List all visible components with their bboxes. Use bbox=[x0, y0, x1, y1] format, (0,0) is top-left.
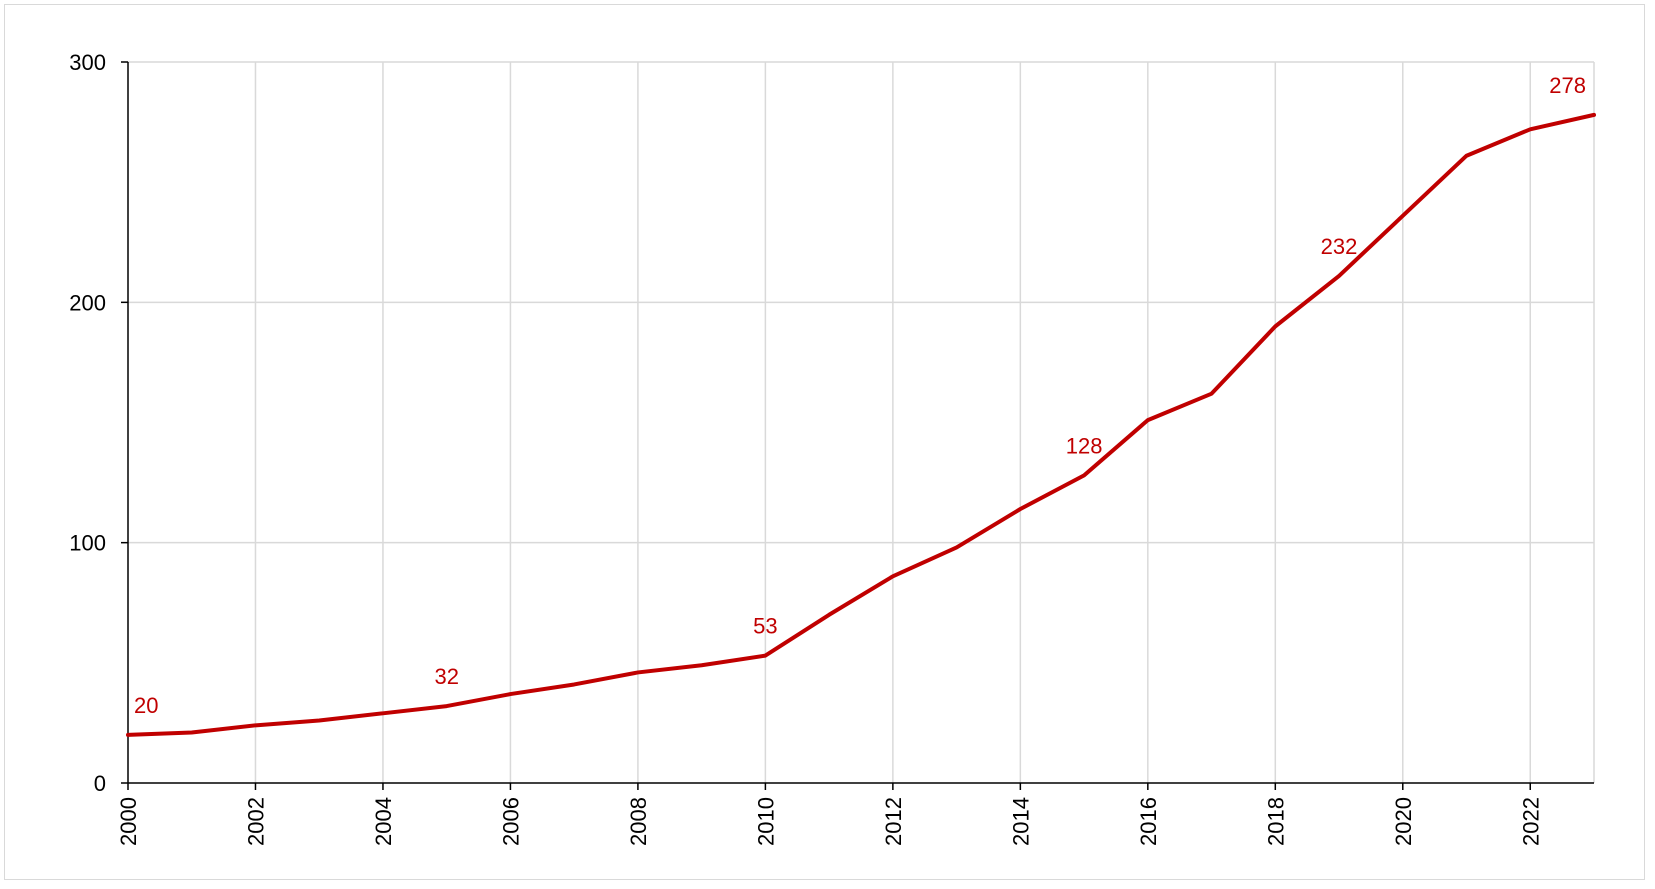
x-tick-label-2020: 2020 bbox=[1391, 797, 1416, 846]
data-label-2019: 232 bbox=[1321, 234, 1358, 259]
x-tick-label-2012: 2012 bbox=[881, 797, 906, 846]
data-labels: 20 32 53 128 232 278 bbox=[134, 73, 1586, 718]
x-tick-label-2010: 2010 bbox=[753, 797, 778, 846]
chart-frame bbox=[4, 4, 1645, 880]
data-label-2000: 20 bbox=[134, 693, 158, 718]
axes bbox=[121, 61, 1594, 790]
x-tick-label-2016: 2016 bbox=[1136, 797, 1161, 846]
x-tick-label-2014: 2014 bbox=[1008, 797, 1033, 846]
y-tick-labels: 0 100 200 300 bbox=[69, 50, 106, 796]
y-tick-label-100: 100 bbox=[69, 531, 106, 556]
x-tick-label-2008: 2008 bbox=[626, 797, 651, 846]
data-label-2015: 128 bbox=[1066, 433, 1103, 458]
y-tick-label-300: 300 bbox=[69, 50, 106, 75]
x-tick-labels: 2000 2002 2004 2006 2008 2010 2012 2014 2016 2018… bbox=[116, 797, 1543, 846]
x-tick-label-2018: 2018 bbox=[1263, 797, 1288, 846]
x-tick-label-2002: 2002 bbox=[243, 797, 268, 846]
x-tick-label-2022: 2022 bbox=[1518, 797, 1543, 846]
x-tick-label-2006: 2006 bbox=[498, 797, 523, 846]
x-tick-label-2000: 2000 bbox=[116, 797, 141, 846]
data-label-2005: 32 bbox=[434, 664, 458, 689]
gridlines bbox=[128, 61, 1595, 783]
x-tick-label-2004: 2004 bbox=[371, 797, 396, 846]
series-line-0 bbox=[126, 112, 1596, 737]
y-tick-label-200: 200 bbox=[69, 290, 106, 315]
y-tick-label-0: 0 bbox=[94, 771, 106, 796]
data-label-2010: 53 bbox=[753, 614, 777, 639]
series bbox=[126, 112, 1596, 737]
data-label-2023: 278 bbox=[1549, 73, 1586, 98]
